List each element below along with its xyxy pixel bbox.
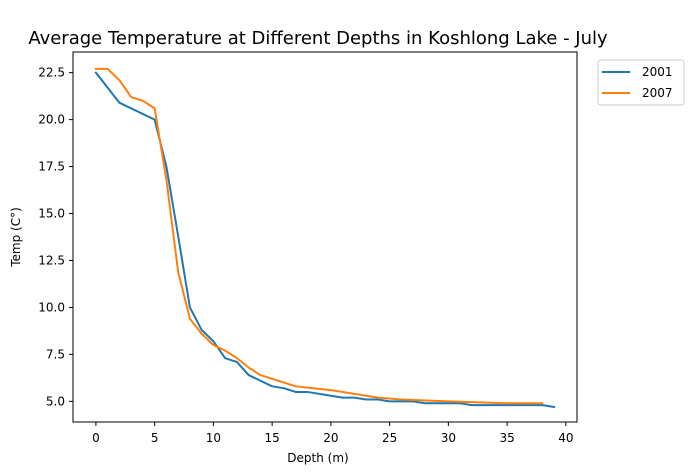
y-tick-label: 12.5 <box>38 253 65 267</box>
series-line-2001 <box>94 71 556 409</box>
x-tick-label: 10 <box>206 431 221 445</box>
x-axis: 0 5 10 15 20 25 30 35 40 <box>92 422 573 445</box>
x-tick-label: 5 <box>151 431 159 445</box>
legend-label-2001: 2001 <box>642 65 673 79</box>
x-tick-label: 40 <box>558 431 573 445</box>
x-tick-label: 35 <box>499 431 514 445</box>
x-tick-label: 25 <box>382 431 397 445</box>
legend: 2001 2007 <box>597 59 685 106</box>
y-tick-label: 7.5 <box>46 347 65 361</box>
legend-label-2007: 2007 <box>642 86 673 100</box>
y-tick-label: 15.0 <box>38 207 65 221</box>
chart-title: Average Temperature at Different Depths … <box>28 28 608 49</box>
x-tick-label: 20 <box>323 431 338 445</box>
y-tick-label: 5.0 <box>46 394 65 408</box>
y-tick-label: 22.5 <box>38 66 65 80</box>
x-axis-label: Depth (m) <box>287 451 348 465</box>
plot-frame <box>72 51 578 423</box>
x-tick-label: 30 <box>441 431 456 445</box>
x-tick-label: 0 <box>92 431 100 445</box>
y-tick-label: 10.0 <box>38 300 65 314</box>
y-axis: 5.0 7.5 10.0 12.5 15.0 17.5 20.0 22.5 <box>38 66 73 408</box>
series-line-2007 <box>94 67 544 405</box>
y-axis-label: Temp (C°) <box>9 207 23 268</box>
y-tick-label: 17.5 <box>38 160 65 174</box>
y-tick-label: 20.0 <box>38 113 65 127</box>
x-tick-label: 15 <box>264 431 279 445</box>
series-layer <box>94 67 556 409</box>
